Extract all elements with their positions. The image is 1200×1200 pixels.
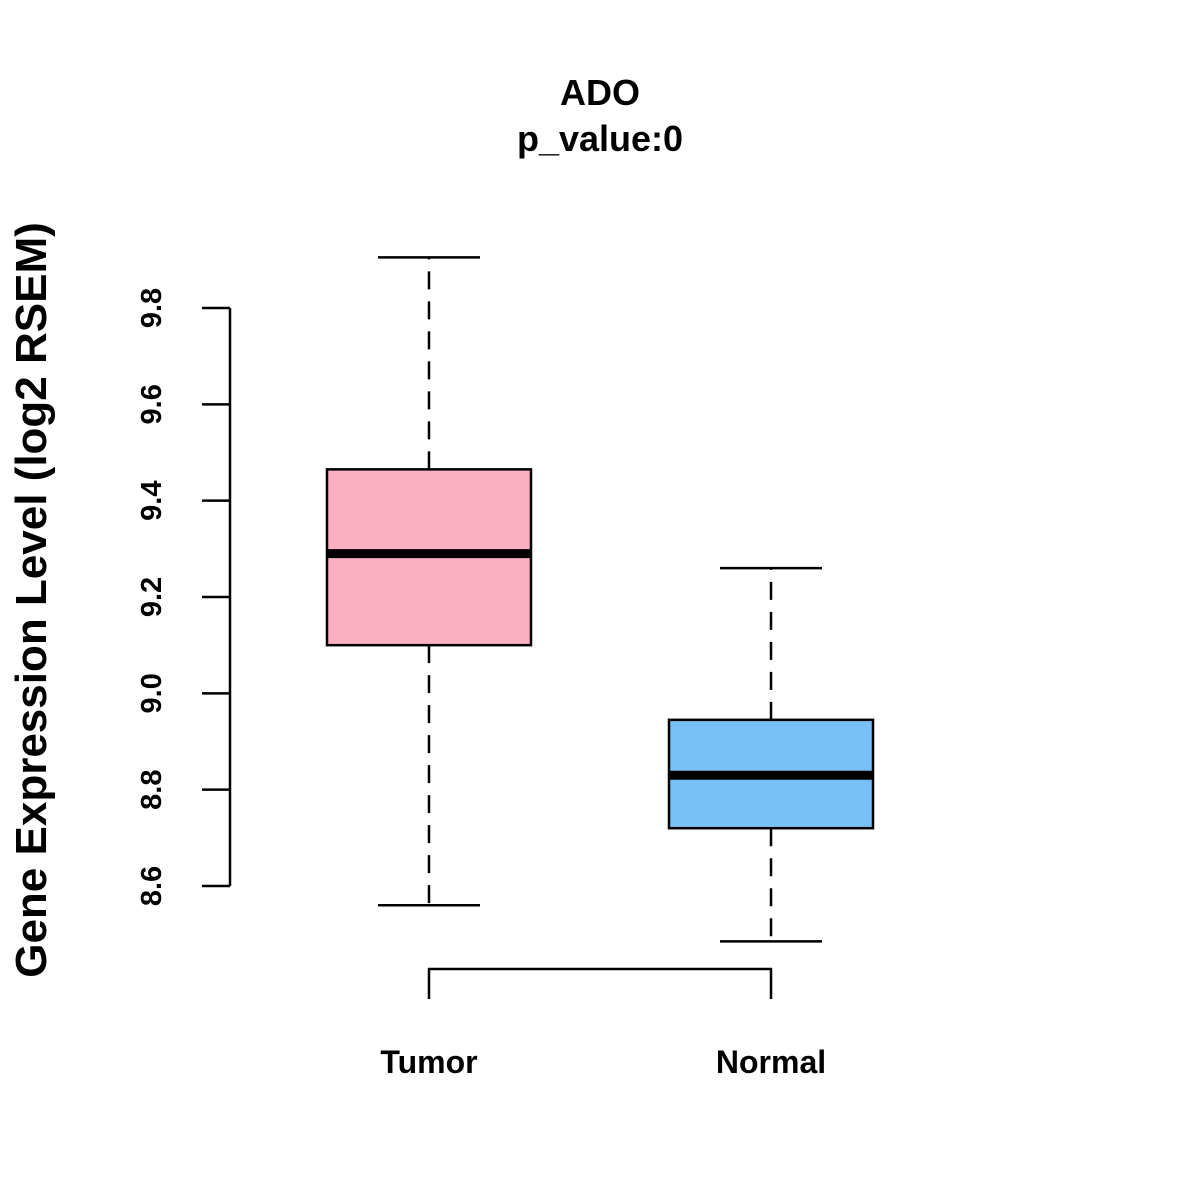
y-axis-label: Gene Expression Level (log2 RSEM) — [7, 222, 56, 978]
y-tick-label: 8.6 — [136, 866, 168, 906]
y-tick-label: 9.4 — [136, 481, 168, 521]
y-tick-label: 9.0 — [136, 673, 168, 713]
category-labels: Tumor Normal — [380, 1044, 826, 1080]
y-tick-label: 9.6 — [136, 384, 168, 424]
y-tick-label: 9.2 — [136, 577, 168, 617]
comparison-bracket — [427, 967, 773, 999]
chart-subtitle: p_value:0 — [517, 118, 683, 159]
y-tick-label: 8.8 — [136, 770, 168, 810]
box-normal — [667, 566, 875, 943]
y-tick-label: 9.8 — [136, 288, 168, 328]
x-category-label: Normal — [716, 1044, 826, 1080]
box-tumor — [325, 256, 533, 907]
bracket-line — [427, 967, 773, 999]
chart-title: ADO — [560, 72, 640, 113]
boxes-group — [325, 256, 875, 943]
x-category-label: Tumor — [380, 1044, 477, 1080]
y-axis: 8.6 8.8 9.0 9.2 9.4 9.6 9.8 — [136, 288, 232, 906]
